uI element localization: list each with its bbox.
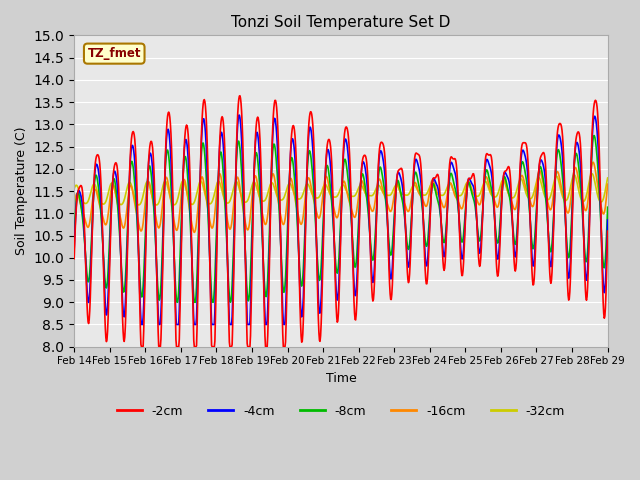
Legend: -2cm, -4cm, -8cm, -16cm, -32cm: -2cm, -4cm, -8cm, -16cm, -32cm — [112, 400, 570, 423]
Y-axis label: Soil Temperature (C): Soil Temperature (C) — [15, 127, 28, 255]
X-axis label: Time: Time — [326, 372, 356, 385]
Title: Tonzi Soil Temperature Set D: Tonzi Soil Temperature Set D — [231, 15, 451, 30]
Text: TZ_fmet: TZ_fmet — [88, 47, 141, 60]
